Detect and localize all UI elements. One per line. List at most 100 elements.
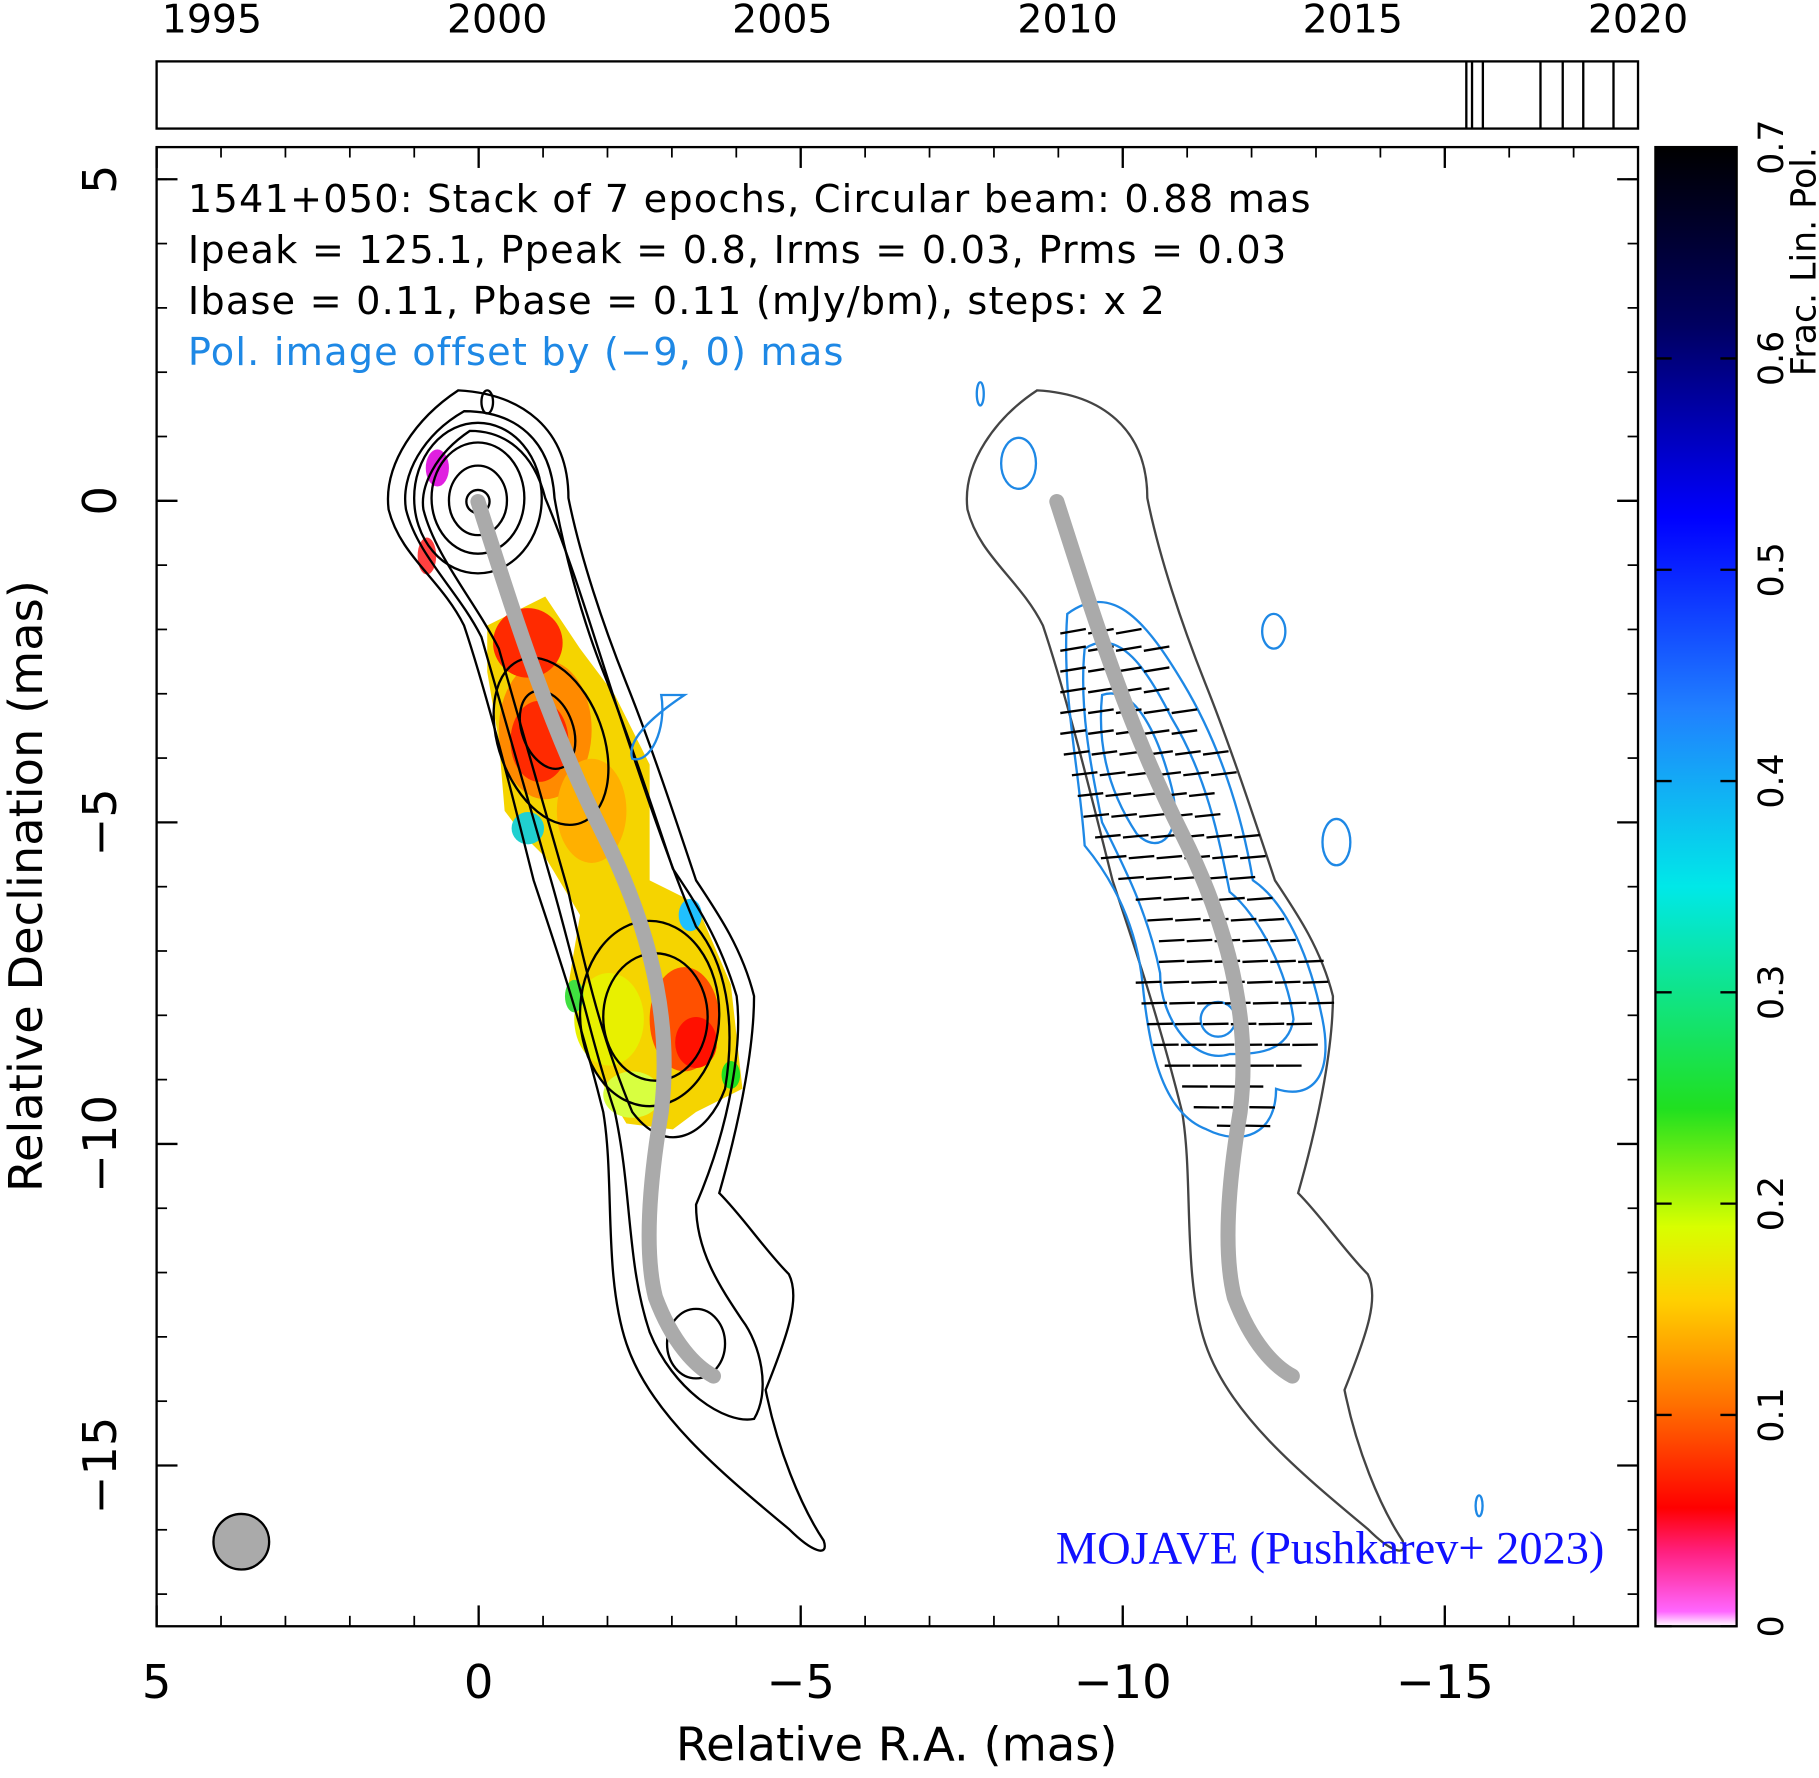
evpa-stick	[1234, 833, 1260, 839]
evpa-stick	[1229, 875, 1256, 881]
evpa-stick	[1099, 771, 1126, 777]
evpa-stick	[1258, 917, 1285, 922]
evpa-stick	[1258, 1022, 1285, 1026]
beam	[212, 1512, 271, 1571]
evpa-stick	[1240, 854, 1266, 860]
colorbar-tick-label: 0.2	[1752, 1176, 1792, 1231]
evpa-stick	[1111, 812, 1137, 818]
evpa-stick	[1128, 854, 1155, 860]
colorbar-tick-label: 0.4	[1752, 753, 1792, 808]
x-tick-label: 0	[464, 1655, 494, 1709]
evpa-stick	[1143, 687, 1170, 694]
evpa-stick	[1060, 687, 1087, 694]
evpa-stick	[1143, 729, 1170, 735]
colorbar	[1654, 145, 1738, 1628]
evpa-stick	[1298, 959, 1324, 964]
evpa-stick	[1286, 1022, 1313, 1026]
evpa-stick	[1186, 938, 1213, 943]
colorbar-tick-label: 0.5	[1752, 542, 1792, 597]
evpa-stick	[1115, 627, 1142, 635]
evpa-stick	[1143, 645, 1170, 652]
evpa-stick	[1163, 980, 1190, 984]
evpa-stick	[1071, 771, 1098, 777]
evpa-stick	[1095, 833, 1121, 839]
y-tick-label: −10	[73, 1095, 127, 1193]
evpa-stick	[1302, 980, 1329, 984]
evpa-stick	[1105, 792, 1132, 798]
timeline-box	[155, 60, 1640, 130]
evpa-stick	[1210, 771, 1237, 777]
ridge-lines	[470, 494, 1300, 1384]
evpa-stick	[1156, 854, 1183, 860]
evpa-stick	[1274, 980, 1301, 984]
evpa-stick	[1060, 627, 1087, 635]
x-tick-label: −5	[767, 1655, 835, 1709]
evpa-stick	[1087, 708, 1114, 715]
evpa-stick	[1100, 854, 1127, 860]
evpa-stick	[1141, 1001, 1168, 1005]
evpa-stick	[1169, 1001, 1195, 1005]
timeline-tick-label: 2020	[1588, 0, 1688, 42]
evpa-stick	[1244, 1124, 1271, 1128]
evpa-stick	[1308, 1001, 1335, 1005]
evpa-stick	[1247, 896, 1273, 901]
evpa-stick	[1122, 833, 1149, 839]
timeline-tick-label: 2000	[447, 0, 547, 42]
evpa-stick	[1175, 750, 1201, 756]
evpa-stick	[1150, 833, 1177, 839]
evpa-stick	[1158, 959, 1185, 964]
credit: MOJAVE (Pushkarev+ 2023)	[1056, 1524, 1605, 1575]
evpa-stick	[1147, 917, 1173, 922]
colorbar-tick-label: 0.6	[1752, 331, 1792, 386]
evpa-stick	[1139, 812, 1165, 818]
colorbar-tick-label: 0.3	[1752, 965, 1792, 1020]
colorbar-tick-label: 0	[1752, 1615, 1792, 1637]
evpa-stick	[1270, 959, 1296, 964]
evpa-stick	[1191, 980, 1217, 984]
plot-frame	[155, 145, 1640, 1628]
pol-total-intensity-contour	[965, 389, 1405, 1552]
evpa-stick	[1083, 812, 1110, 818]
evpa-stick	[1247, 980, 1273, 984]
evpa-stick	[1206, 833, 1233, 839]
evpa-stick	[1063, 750, 1090, 756]
evpa-stick	[1077, 792, 1104, 798]
evpa-stick	[1135, 980, 1162, 984]
evpa-stick	[1146, 875, 1172, 881]
evpa-stick	[1212, 854, 1238, 860]
timeline-tick-label: 2015	[1303, 0, 1403, 42]
info-line: Ipeak = 125.1, Ppeak = 0.8, Irms = 0.03,…	[188, 228, 1288, 273]
evpa-stick	[1280, 1001, 1307, 1005]
evpa-stick	[1219, 896, 1245, 901]
image	[212, 381, 1484, 1571]
evpa-stick	[1242, 959, 1269, 964]
y-tick-label: −5	[73, 788, 127, 856]
evpa-stick	[1188, 792, 1215, 798]
evpa-stick	[1087, 729, 1114, 735]
info-line: Pol. image offset by (−9, 0) mas	[188, 330, 845, 375]
evpa-stick	[1183, 771, 1209, 777]
evpa-stick	[1060, 729, 1086, 735]
evpa-stick	[1230, 917, 1257, 922]
colorbar-label: Frac. Lin. Pol.	[1784, 147, 1819, 376]
evpa-stick	[1060, 645, 1087, 652]
evpa-stick	[1171, 708, 1198, 715]
evpa-stick	[1087, 687, 1114, 694]
evpa-stick	[1175, 1022, 1201, 1026]
y-axis-label: Relative Declination (mas)	[0, 580, 53, 1192]
stokes-i-contours	[386, 389, 826, 1552]
evpa-stick	[1171, 729, 1198, 735]
timeline-tick-label: 1995	[162, 0, 262, 42]
info-line: Ibase = 0.11, Pbase = 0.11 (mJy/bm), ste…	[188, 279, 1166, 324]
evpa-stick	[1158, 938, 1185, 943]
evpa-stick	[1118, 875, 1144, 881]
evpa-stick	[1135, 896, 1162, 901]
y-tick-label: 5	[73, 165, 127, 194]
x-tick-label: 5	[142, 1655, 172, 1709]
evpa-stick	[1060, 708, 1086, 715]
colorbar-tick-label: 0.7	[1752, 119, 1792, 174]
evpa-stick	[1194, 812, 1221, 818]
evpa-stick	[1270, 938, 1296, 943]
info-text: 1541+050: Stack of 7 epochs, Circular be…	[188, 177, 1604, 1575]
